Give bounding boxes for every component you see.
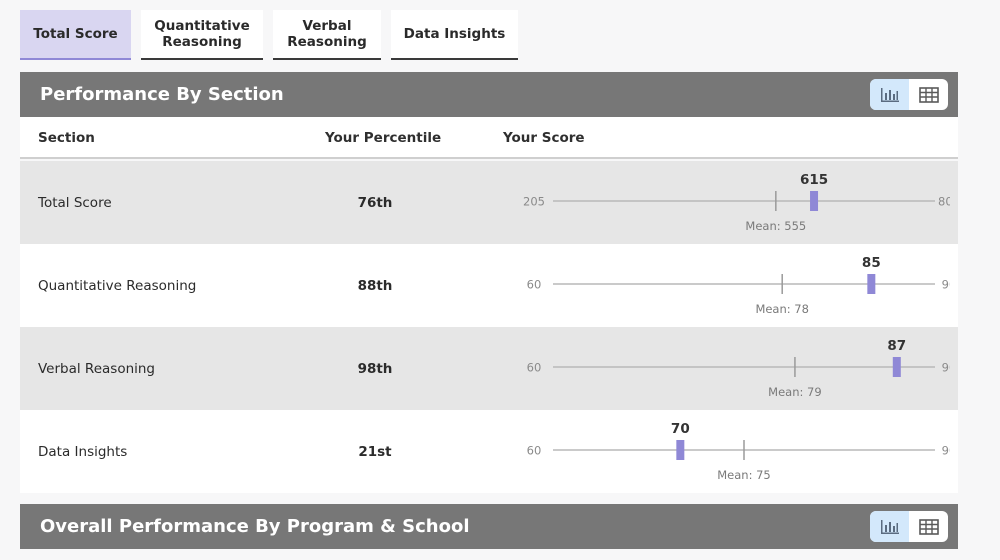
score-scale: 60 90 Mean: 75 70 bbox=[527, 421, 950, 482]
column-header-score: Your Score bbox=[503, 130, 585, 146]
score-value: 615 bbox=[800, 172, 828, 188]
bar-chart-icon bbox=[880, 87, 899, 102]
table-view-button[interactable] bbox=[909, 79, 948, 110]
scale-min-label: 60 bbox=[527, 444, 542, 458]
score-value: 85 bbox=[862, 255, 881, 271]
scale-max-label: 90 bbox=[942, 278, 950, 292]
scale-min-label: 60 bbox=[527, 361, 542, 375]
program-panel-title: Overall Performance By Program & School bbox=[40, 516, 470, 537]
view-toggle bbox=[870, 511, 948, 542]
score-scale: 60 90 Mean: 78 85 bbox=[527, 255, 950, 316]
bar-chart-icon bbox=[880, 519, 899, 534]
view-toggle bbox=[870, 79, 948, 110]
chart-view-button[interactable] bbox=[870, 79, 909, 110]
mean-label: Mean: 75 bbox=[717, 468, 771, 482]
program-panel-header: Overall Performance By Program & School bbox=[20, 504, 958, 549]
score-marker bbox=[892, 357, 901, 377]
section-name: Verbal Reasoning bbox=[38, 361, 156, 377]
score-value: 87 bbox=[887, 338, 906, 354]
percentile-value: 21st bbox=[358, 444, 392, 460]
section-name: Data Insights bbox=[38, 444, 128, 460]
chart-view-button[interactable] bbox=[870, 511, 909, 542]
section-name: Quantitative Reasoning bbox=[38, 278, 197, 294]
section-table-header: Section Your Percentile Your Score bbox=[20, 117, 958, 159]
percentile-value: 76th bbox=[357, 195, 393, 211]
scale-max-label: 90 bbox=[942, 444, 950, 458]
mean-label: Mean: 555 bbox=[745, 219, 806, 233]
table-row: Quantitative Reasoning 88th 60 90 Mean: 78… bbox=[20, 244, 958, 327]
score-value: 70 bbox=[671, 421, 690, 437]
section-panel-title: Performance By Section bbox=[40, 84, 284, 105]
scale-min-label: 60 bbox=[527, 278, 542, 292]
table-view-button[interactable] bbox=[909, 511, 948, 542]
table-row: Total Score 76th 205 805 Mean: 555 615 bbox=[20, 161, 958, 244]
percentile-value: 98th bbox=[357, 361, 393, 377]
mean-label: Mean: 78 bbox=[755, 302, 809, 316]
section-panel-header: Performance By Section bbox=[20, 72, 958, 117]
scale-min-label: 205 bbox=[523, 195, 545, 209]
table-row: Data Insights 21st 60 90 Mean: 75 70 bbox=[20, 410, 958, 493]
percentile-value: 88th bbox=[357, 278, 393, 294]
score-marker bbox=[810, 191, 819, 211]
column-header-section: Section bbox=[38, 130, 95, 146]
tab-verbal-reasoning[interactable]: Verbal Reasoning bbox=[273, 10, 381, 60]
score-marker bbox=[676, 440, 685, 460]
tab-total-score[interactable]: Total Score bbox=[20, 10, 131, 60]
table-grid-icon bbox=[918, 86, 939, 103]
table-row: Verbal Reasoning 98th 60 90 Mean: 79 87 bbox=[20, 327, 958, 410]
tab-data-insights[interactable]: Data Insights bbox=[391, 10, 518, 60]
column-header-percentile: Your Percentile bbox=[325, 130, 442, 146]
section-name: Total Score bbox=[38, 195, 112, 211]
score-scale: 205 805 Mean: 555 615 bbox=[523, 172, 950, 233]
mean-label: Mean: 79 bbox=[768, 385, 822, 399]
score-scale: 60 90 Mean: 79 87 bbox=[527, 338, 950, 399]
scale-max-label: 90 bbox=[942, 361, 950, 375]
table-grid-icon bbox=[918, 518, 939, 535]
score-marker bbox=[867, 274, 876, 294]
tab-quantitative-reasoning[interactable]: Quantitative Reasoning bbox=[141, 10, 263, 60]
scale-max-label: 805 bbox=[938, 195, 950, 209]
